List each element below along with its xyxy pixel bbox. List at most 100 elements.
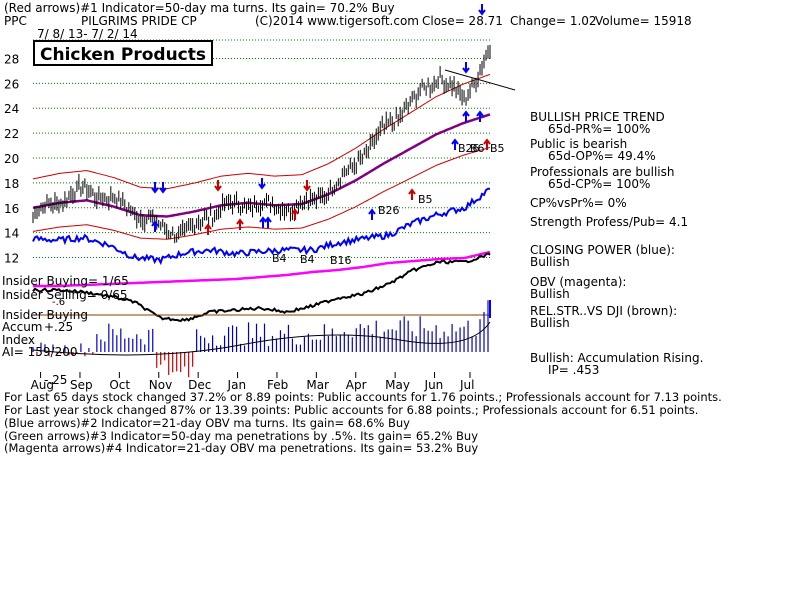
- date-range: 7/ 8/ 13- 7/ 2/ 14: [37, 27, 138, 41]
- op-value: 65d-OP%= 49.4%: [548, 149, 656, 163]
- y-tick-12: 12: [4, 252, 19, 266]
- footer-line-5: (Magenta arrows)#4 Indicator=21-day OBV …: [4, 441, 479, 455]
- signal-arrow-up: [476, 110, 484, 122]
- pros-title: Professionals are bullish: [530, 165, 675, 179]
- signal-arrow-up: [204, 223, 212, 235]
- y-tick-20: 20: [4, 152, 19, 166]
- signal-label: B6: [470, 142, 485, 155]
- month-label-oct: Oct: [109, 378, 130, 392]
- accumulation-histogram: [32, 300, 491, 378]
- accum-status: Bullish: Accumulation Rising.: [530, 351, 704, 365]
- trend-title: BULLISH PRICE TREND: [530, 110, 665, 124]
- month-axis-labels: Aug Sep Oct Nov Dec Jan Feb Mar Apr May Jun Jul: [31, 372, 474, 392]
- signal-arrow-up: [368, 208, 376, 220]
- accum-plus25: +.25: [44, 320, 74, 334]
- y-tick-18: 18: [4, 177, 19, 191]
- signal-arrow-up: [462, 110, 470, 122]
- signal-arrow-down: [151, 182, 159, 194]
- signal-labels: B5 B26 B26 B5 B6 B4 B4 B16: [272, 142, 505, 267]
- signal-label: B4: [300, 253, 315, 266]
- signal-arrow-up: [264, 216, 272, 228]
- signal-arrow-up: [259, 216, 267, 228]
- company-name: PILGRIMS PRIDE CP: [81, 14, 197, 28]
- strength-value: Strength Profess/Pub= 4.1: [530, 215, 689, 229]
- index-label: Index: [2, 333, 36, 347]
- month-label-jan: Jan: [227, 378, 247, 392]
- signal-arrow-down: [478, 4, 486, 16]
- signal-arrow-down: [303, 180, 311, 192]
- signal-arrow-up: [483, 138, 491, 150]
- month-label-sep: Sep: [70, 378, 93, 392]
- price-axis-tick-labels: 12 14 16 18 20 22 24 26 28: [4, 52, 19, 265]
- pr-value: 65d-PR%= 100%: [548, 122, 651, 136]
- partial-label: -.6: [52, 297, 66, 308]
- month-label-mar: Mar: [306, 378, 329, 392]
- price-bands: [32, 73, 491, 240]
- obv-path: [33, 250, 491, 288]
- signal-arrow-up: [408, 188, 416, 200]
- obv-status: Bullish: [530, 287, 570, 301]
- cpvspr-value: CP%vsPr%= 0%: [530, 196, 627, 210]
- signal-arrows: [151, 4, 491, 235]
- trend-line: [444, 69, 516, 91]
- ai-value: AI= 159/200: [2, 345, 78, 359]
- close-value: Close= 28.71: [422, 14, 503, 28]
- relstr-title: REL.STR..VS DJI (brown):: [530, 304, 678, 318]
- signal-arrow-down: [462, 62, 470, 74]
- chart-title: Chicken Products: [33, 40, 213, 66]
- copyright: (C)2014 www.tigersoft.com: [255, 14, 419, 28]
- signal-label: B5: [490, 142, 505, 155]
- closing-power-title: CLOSING POWER (blue):: [530, 243, 675, 257]
- month-label-nov: Nov: [149, 378, 172, 392]
- relstr-status: Bullish: [530, 316, 570, 330]
- month-label-jun: Jun: [424, 378, 444, 392]
- signal-arrow-up: [151, 220, 159, 232]
- y-tick-14: 14: [4, 227, 19, 241]
- y-tick-16: 16: [4, 202, 19, 216]
- insider-buying-label: Insider Buying: [2, 308, 88, 322]
- obv-black-path: [32, 252, 491, 323]
- obv-line: [32, 250, 491, 323]
- ticker-symbol: PPC: [4, 14, 27, 28]
- month-label-feb: Feb: [267, 378, 288, 392]
- y-tick-26: 26: [4, 77, 19, 91]
- closing-power-status: Bullish: [530, 255, 570, 269]
- footer-line-2: For Last year stock changed 87% or 13.39…: [4, 403, 699, 417]
- footer-line-3: (Blue arrows)#2 Indicator=21-day OBV ma …: [4, 416, 410, 430]
- month-label-may: May: [385, 378, 410, 392]
- signal-arrow-up: [291, 208, 299, 220]
- volume-value: Volume= 15918: [595, 14, 692, 28]
- public-title: Public is bearish: [530, 137, 628, 151]
- footer-line-1: For Last 65 days stock changed 37.2% or …: [4, 390, 722, 404]
- ip-value: IP= .453: [548, 363, 600, 377]
- closing-power-path: [32, 187, 490, 266]
- month-label-jul: Jul: [459, 378, 474, 392]
- insider-buying-count: Insider Buying= 1/65: [2, 274, 129, 288]
- change-value: Change= 1.02: [510, 14, 597, 28]
- signal-arrow-down: [159, 182, 167, 194]
- price-gridlines: [33, 39, 490, 259]
- signal-label: B16: [330, 254, 352, 267]
- signal-arrow-up: [451, 138, 459, 150]
- signal-label: B5: [418, 193, 433, 206]
- closing-power-line: [32, 187, 490, 266]
- month-label-dec: Dec: [188, 378, 211, 392]
- indicator-1-line: (Red arrows)#1 Indicator=50-day ma turns…: [4, 1, 395, 15]
- accum-minus25: -.25: [44, 373, 68, 387]
- y-tick-24: 24: [4, 102, 19, 116]
- obv-title: OBV (magenta):: [530, 275, 627, 289]
- accum-ma: [32, 321, 491, 356]
- signal-label: B26: [378, 204, 400, 217]
- price-bars: [32, 44, 491, 244]
- accum-label: Accum: [2, 320, 43, 334]
- footer-line-4: (Green arrows)#3 Indicator=50-day ma pen…: [4, 429, 479, 443]
- insider-selling-count: Insider Selling= 0/65: [2, 288, 128, 302]
- signal-label: B26: [458, 142, 480, 155]
- cp-value: 65d-CP%= 100%: [548, 177, 651, 191]
- y-tick-22: 22: [4, 127, 19, 141]
- upper-band: [32, 73, 491, 190]
- lower-band: [32, 146, 491, 240]
- month-label-aug: Aug: [31, 378, 54, 392]
